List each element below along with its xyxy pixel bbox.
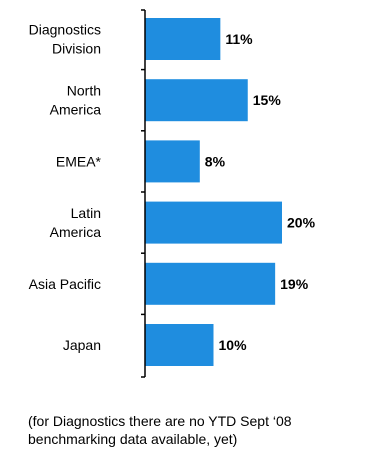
bar-2 [145, 140, 200, 183]
value-label-4: 19% [280, 276, 309, 292]
value-label-5: 10% [219, 337, 248, 353]
value-label-3: 20% [287, 215, 316, 231]
bar-5 [145, 324, 214, 366]
value-label-1: 15% [253, 92, 282, 108]
category-label-3: Latin America [50, 205, 102, 240]
category-label-line: America [50, 224, 102, 240]
labels-group: 11% Diagnostics Division 15% North America 8% E… [29, 22, 316, 354]
category-label-5: Japan [63, 337, 101, 353]
category-label-1: North America [50, 83, 102, 118]
bar-chart: 11% Diagnostics Division 15% North America 8% E… [29, 9, 316, 378]
category-label-line: Latin [71, 205, 101, 221]
value-label-2: 8% [205, 153, 226, 169]
category-label-line: EMEA* [56, 153, 102, 169]
category-label-line: Japan [63, 337, 101, 353]
footnote-line-1: (for Diagnostics there are no YTD Sept ‘… [28, 413, 292, 429]
category-label-line: Diagnostics [29, 22, 101, 38]
bar-4 [145, 262, 276, 305]
category-label-2: EMEA* [56, 153, 102, 169]
value-label-0: 11% [225, 31, 253, 47]
bar-1 [145, 79, 248, 122]
category-label-line: North [67, 83, 101, 99]
bar-0 [145, 18, 221, 60]
category-label-line: Asia Pacific [29, 276, 101, 292]
bars-group [145, 18, 282, 366]
bar-3 [145, 201, 282, 244]
category-label-4: Asia Pacific [29, 276, 101, 292]
category-axis [141, 9, 146, 378]
category-label-line: America [50, 102, 102, 118]
footnote-line-2: benchmarking data available, yet) [28, 431, 238, 447]
category-label-line: Division [52, 41, 101, 57]
footnote: (for Diagnostics there are no YTD Sept ‘… [28, 412, 364, 448]
category-label-0: Diagnostics Division [29, 22, 101, 57]
